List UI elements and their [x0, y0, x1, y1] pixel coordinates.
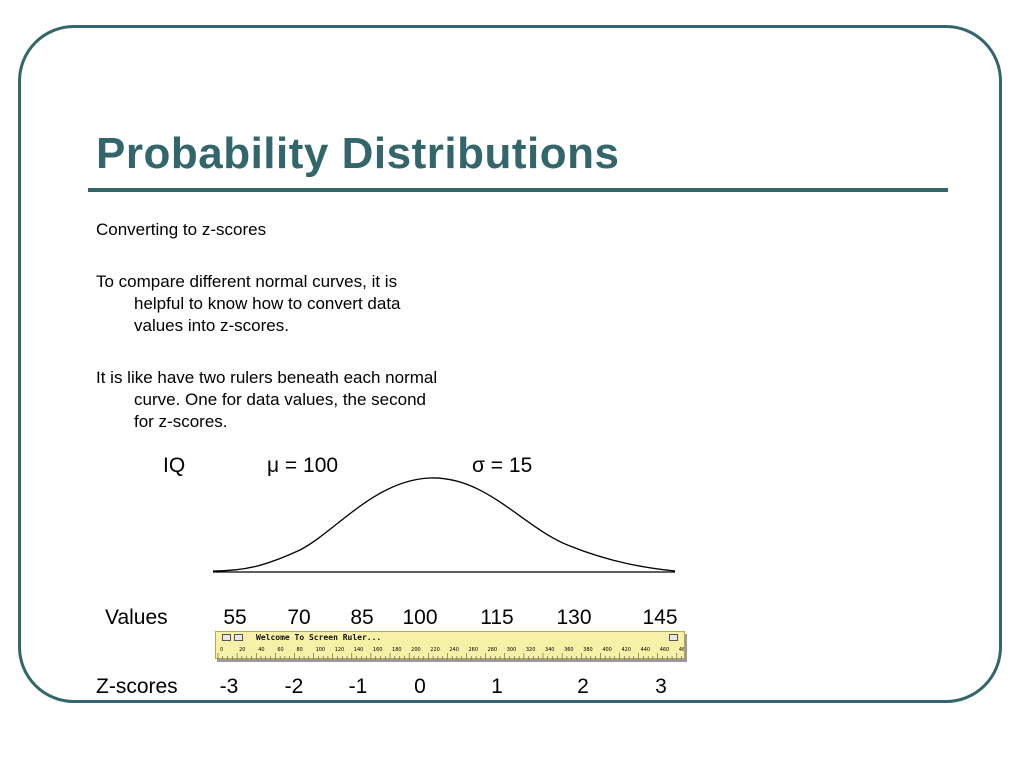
- zscore-tick: 1: [491, 675, 503, 698]
- value-tick: 85: [350, 606, 374, 629]
- mean-label: μ = 100: [267, 454, 339, 477]
- bell-curve: [212, 477, 676, 572]
- ruler-scale-label: 300: [507, 647, 516, 653]
- paragraph-line: values into z-scores.: [134, 316, 289, 335]
- ruler-scale-label: 380: [583, 647, 592, 653]
- zscores-row-label: Z-scores: [96, 675, 178, 698]
- paragraph-line: for z-scores.: [134, 412, 228, 431]
- ruler-scale-label: 160: [373, 647, 382, 653]
- values-row-label: Values: [105, 606, 168, 629]
- ruler-scale-label: 340: [545, 647, 554, 653]
- paragraph-line: curve. One for data values, the second: [134, 390, 427, 409]
- sd-label: σ = 15: [472, 454, 533, 477]
- ruler-scale-label: 440: [641, 647, 650, 653]
- ruler-scale-label: 280: [488, 647, 497, 653]
- ruler-scale-label: 320: [526, 647, 535, 653]
- zscore-tick: -2: [284, 675, 304, 698]
- ruler-options-icon[interactable]: [669, 634, 678, 641]
- ruler-scale-label: 260: [469, 647, 478, 653]
- ruler-scale-label: 80: [296, 647, 302, 653]
- ruler-scale-label: 100: [316, 647, 325, 653]
- value-tick: 55: [223, 606, 247, 629]
- ruler-scale-label: 360: [564, 647, 573, 653]
- paragraph-converting: Converting to z-scores: [96, 219, 266, 241]
- ruler-menu-icon[interactable]: [222, 634, 231, 641]
- screen-ruler-title: Welcome To Screen Ruler...: [256, 633, 382, 642]
- distribution-label: IQ: [163, 454, 186, 477]
- ruler-scale-label: 400: [602, 647, 611, 653]
- value-tick: 145: [642, 606, 678, 629]
- ruler-scale-label: 40: [258, 647, 264, 653]
- ruler-scale-label: 220: [430, 647, 439, 653]
- ruler-scale-label: 20: [239, 647, 245, 653]
- zscore-tick: 3: [655, 675, 667, 698]
- slide-title: Probability Distributions: [96, 129, 620, 178]
- ruler-scale-label: 180: [392, 647, 401, 653]
- paragraph-line: To compare different normal curves, it i…: [96, 272, 398, 291]
- normal-curve: [212, 477, 676, 573]
- paragraph-rulers: It is like have two rulers beneath each …: [96, 367, 526, 433]
- paragraph-line: Converting to z-scores: [96, 220, 267, 239]
- zscore-tick: 2: [577, 675, 589, 698]
- screen-ruler-scale: 0 20 40 60 80 100 120 140 160 180 200 220 240 260 280 3…: [217, 647, 684, 659]
- paragraph-line: helpful to know how to convert data: [134, 294, 401, 313]
- paragraph-compare: To compare different normal curves, it i…: [96, 271, 516, 337]
- zscore-tick: -1: [348, 675, 368, 698]
- ruler-scale-label: 120: [335, 647, 344, 653]
- value-tick: 70: [287, 606, 311, 629]
- paragraph-line: It is like have two rulers beneath each …: [96, 368, 438, 387]
- value-tick: 130: [556, 606, 592, 629]
- ruler-scale-label: 200: [411, 647, 420, 653]
- title-underline: [88, 188, 948, 192]
- ruler-scale-label: 140: [354, 647, 363, 653]
- ruler-scale-label: 420: [621, 647, 630, 653]
- screen-ruler-widget[interactable]: Welcome To Screen Ruler... 0 20 40 60 80 100 1…: [215, 631, 685, 659]
- ruler-scale-label: 60: [277, 647, 283, 653]
- ruler-scale-label: 240: [449, 647, 458, 653]
- slide-frame: [18, 25, 1002, 703]
- value-tick: 115: [480, 606, 514, 629]
- ruler-minimize-icon[interactable]: [234, 634, 243, 641]
- value-tick: 100: [402, 606, 438, 629]
- zscore-tick: -3: [219, 675, 239, 698]
- ruler-scale-label: 460: [660, 647, 669, 653]
- screen-ruler-titlebar[interactable]: Welcome To Screen Ruler...: [216, 632, 684, 644]
- ruler-scale-label: 48: [679, 647, 684, 653]
- ruler-scale-label: 0: [220, 647, 223, 653]
- zscore-tick: 0: [414, 675, 426, 698]
